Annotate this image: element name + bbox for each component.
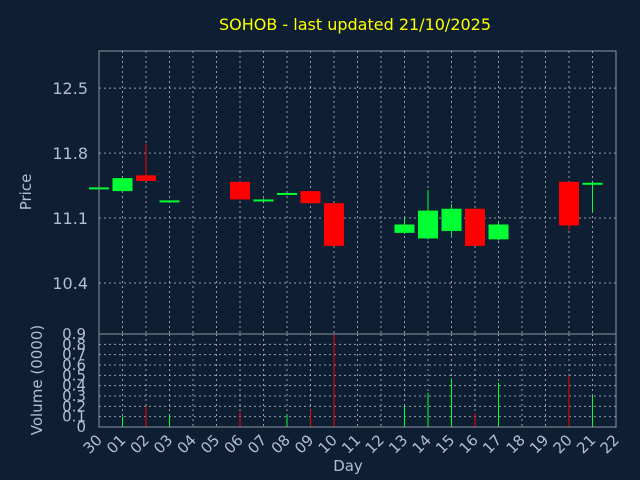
volume-tick-label: 0.2 xyxy=(62,397,86,415)
candle-body xyxy=(159,200,180,203)
candle-body xyxy=(582,182,603,185)
candle-body xyxy=(394,224,415,233)
volume-panel-frame xyxy=(98,333,617,428)
candle-body xyxy=(136,175,156,181)
price-tick-label: 11.1 xyxy=(52,209,88,228)
volume-tick-label: 0.5 xyxy=(62,366,86,384)
volume-tick-label: 0.7 xyxy=(62,346,86,364)
price-axis-label: Price xyxy=(17,174,35,211)
candle-body xyxy=(230,181,250,200)
volume-axis-label: Volume (0000) xyxy=(28,325,46,435)
volume-tick-label: 0.4 xyxy=(62,377,86,395)
candle-body xyxy=(441,208,462,232)
volume-tick-label: 0.6 xyxy=(62,356,86,374)
price-tick-label: 11.8 xyxy=(52,144,88,163)
candle-body xyxy=(559,181,579,226)
price-tick-label: 10.4 xyxy=(52,274,88,293)
volume-bars xyxy=(122,334,593,427)
candle-body xyxy=(300,191,321,204)
candle-body xyxy=(488,224,509,240)
day-axis-ticks: 3001020304050607080910111213141516171819… xyxy=(80,431,623,457)
price-tick-label: 12.5 xyxy=(52,79,88,98)
price-candles xyxy=(89,143,603,246)
candle-body xyxy=(277,192,297,195)
volume-tick-label: 0.8 xyxy=(62,335,86,353)
candle-body xyxy=(418,210,438,239)
candle-body xyxy=(112,178,133,192)
volume-tick-label: 0 xyxy=(76,418,86,436)
volume-tick-label: 0.1 xyxy=(62,408,86,426)
price-axis-ticks: 10.4 11.1 11.8 12.5 xyxy=(52,79,88,293)
candle-body xyxy=(253,199,274,202)
volume-axis-ticks: 00.10.20.30.40.50.60.70.80.9 xyxy=(62,325,86,436)
day-axis-label: Day xyxy=(333,457,363,475)
candle-body xyxy=(324,203,344,246)
chart-title: SOHOB - last updated 21/10/2025 xyxy=(219,15,491,34)
volume-tick-label: 0.9 xyxy=(62,325,86,343)
volume-tick-label: 0.3 xyxy=(62,387,86,405)
candle-body xyxy=(465,208,485,246)
